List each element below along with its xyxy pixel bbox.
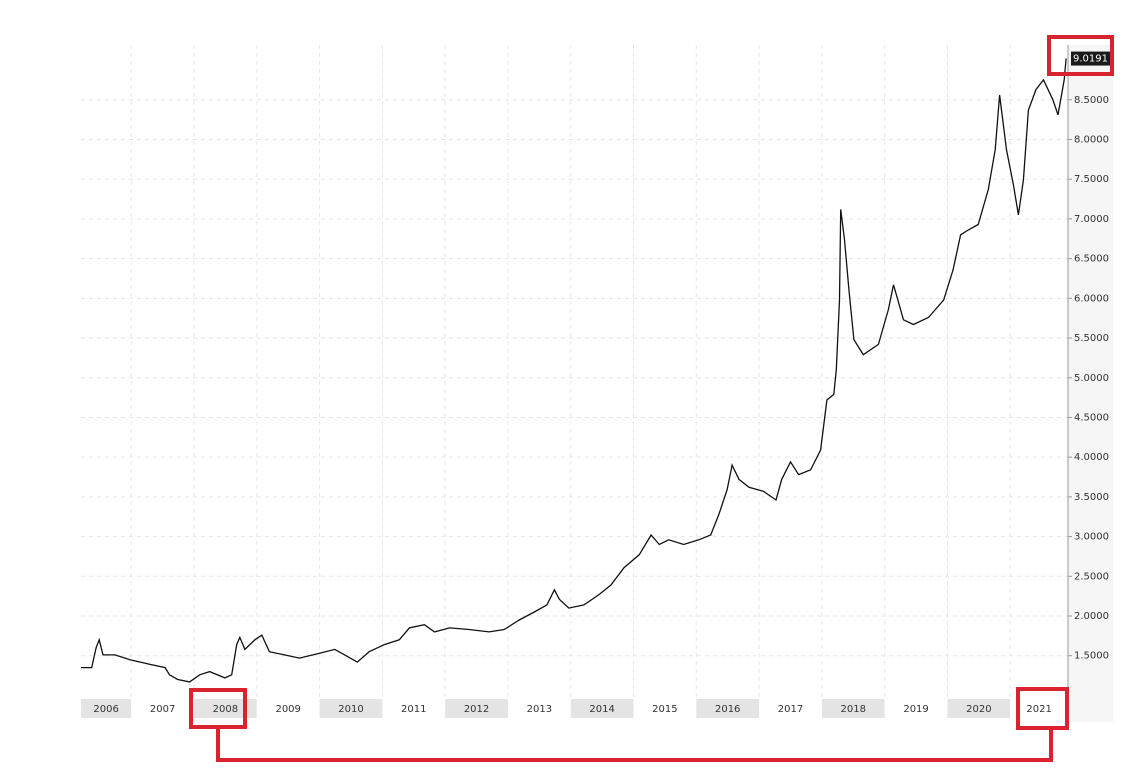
y-tick-label: 5.0000 — [1074, 373, 1109, 384]
x-tick-label: 2009 — [275, 704, 300, 715]
x-tick-label: 2007 — [150, 704, 175, 715]
x-tick-label: 2011 — [401, 704, 426, 715]
y-tick-label: 4.5000 — [1074, 412, 1109, 423]
annotation-box — [1016, 687, 1069, 730]
x-tick-label: 2015 — [652, 704, 677, 715]
x-tick-label: 2008 — [213, 704, 238, 715]
x-tick-label: 2013 — [527, 704, 552, 715]
x-tick-label: 2018 — [841, 704, 866, 715]
x-tick-label: 2021 — [1026, 704, 1051, 715]
y-tick-label: 3.5000 — [1074, 492, 1109, 503]
x-band — [256, 699, 320, 718]
x-band — [507, 699, 571, 718]
y-tick-label: 6.0000 — [1074, 293, 1109, 304]
y-tick-label: 5.5000 — [1074, 333, 1109, 344]
x-tick-label: 2016 — [715, 704, 740, 715]
x-tick-label: 2012 — [464, 704, 489, 715]
annotation-bracket — [216, 727, 1053, 762]
plot-layer: 1.5000 2.0000 2.5000 3.0000 3.5000 4.0000 4.50… — [81, 45, 1111, 718]
x-band — [445, 699, 508, 718]
annotation-box — [1047, 35, 1114, 76]
x-band — [570, 699, 634, 718]
x-tick-label: 2019 — [903, 704, 928, 715]
y-tick-label: 7.0000 — [1074, 214, 1109, 225]
x-band — [821, 699, 885, 718]
y-tick-label: 3.0000 — [1074, 532, 1109, 543]
y-tick-label: 1.5000 — [1074, 651, 1109, 662]
x-band — [382, 699, 446, 718]
y-tick-label: 8.0000 — [1074, 135, 1109, 146]
x-band — [131, 699, 195, 718]
y-tick-label: 7.5000 — [1074, 174, 1109, 185]
x-tick-label: 2020 — [966, 704, 991, 715]
x-band — [947, 699, 1011, 718]
last-value-tag — [1071, 51, 1111, 66]
x-tick-label: 2017 — [778, 704, 803, 715]
price-line — [81, 58, 1067, 683]
y-tick-label: 2.5000 — [1074, 571, 1109, 582]
x-tick-label: 2010 — [338, 704, 363, 715]
x-band — [194, 699, 257, 718]
axis-background — [1068, 45, 1113, 722]
x-band — [633, 699, 697, 718]
last-value-label: 9.0191 — [1073, 54, 1108, 65]
x-band — [759, 699, 822, 718]
y-tick-label: 4.0000 — [1074, 452, 1109, 463]
y-tick-label: 2.0000 — [1074, 611, 1109, 622]
x-band — [81, 699, 132, 718]
x-band — [1010, 699, 1068, 718]
x-band — [319, 699, 383, 718]
x-band — [696, 699, 760, 718]
y-tick-label: 8.5000 — [1074, 95, 1109, 106]
x-tick-label: 2006 — [93, 704, 118, 715]
y-tick-label: 6.5000 — [1074, 254, 1109, 265]
x-band — [884, 699, 948, 718]
x-tick-label: 2014 — [589, 704, 614, 715]
